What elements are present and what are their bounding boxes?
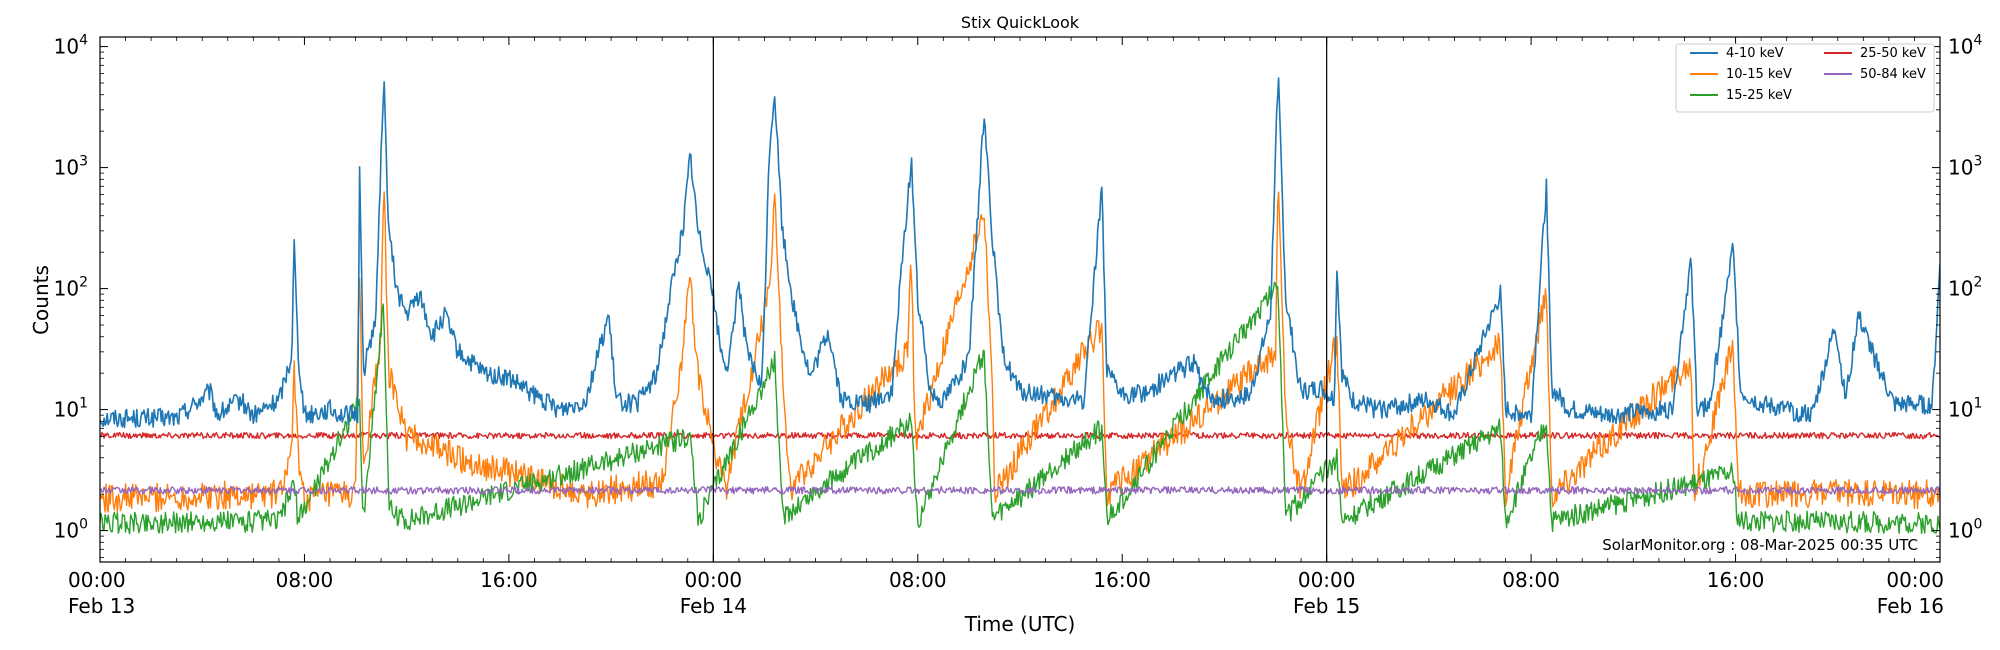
legend-entry: 15-25 keV bbox=[1690, 88, 1792, 103]
legend: 4-10 keV 10-15 keV 15-25 keV 25-50 keV 50-84… bbox=[1675, 43, 1935, 113]
x-tick-label-time: 08:00 bbox=[889, 568, 947, 592]
y-tick-label: 102 bbox=[1948, 275, 1982, 301]
legend-box bbox=[1675, 43, 1935, 113]
x-tick-label-time: 08:00 bbox=[1502, 568, 1560, 592]
x-tick-label-time: 16:00 bbox=[1707, 568, 1765, 592]
x-tick-label-date: Feb 16 bbox=[1877, 594, 1944, 618]
series-line-25-50-kev bbox=[100, 431, 1940, 440]
footer-credit: SolarMonitor.org : 08-Mar-2025 00:35 UTC bbox=[1602, 536, 1918, 554]
legend-entry: 25-50 keV bbox=[1824, 46, 1926, 61]
y-tick-label: 101 bbox=[1948, 396, 1982, 422]
x-tick-label-time: 00:00 bbox=[1298, 568, 1356, 592]
y-tick-label: 104 bbox=[54, 33, 88, 59]
axis-ticks bbox=[99, 37, 1941, 562]
legend-label: 4-10 keV bbox=[1726, 46, 1784, 61]
legend-label: 50-84 keV bbox=[1860, 67, 1926, 82]
x-axis-label: Time (UTC) bbox=[964, 612, 1076, 636]
chart-title: Stix QuickLook bbox=[961, 13, 1080, 32]
x-tick-label-date: Feb 14 bbox=[680, 594, 747, 618]
y-tick-labels: 100 100 101 101 102 102 103 103 104 104 bbox=[54, 33, 1983, 543]
x-tick-label-time: 16:00 bbox=[1093, 568, 1151, 592]
legend-label: 25-50 keV bbox=[1860, 46, 1926, 61]
y-tick-label: 104 bbox=[1948, 33, 1982, 59]
legend-entry: 4-10 keV bbox=[1690, 46, 1784, 61]
x-tick-label-time: 00:00 bbox=[1886, 568, 1944, 592]
y-tick-label: 100 bbox=[1948, 517, 1982, 543]
day-dividers bbox=[712, 37, 1328, 562]
series-line-4-10-kev bbox=[100, 77, 1940, 429]
y-tick-label: 102 bbox=[54, 275, 88, 301]
x-tick-label-date: Feb 15 bbox=[1293, 594, 1360, 618]
series-line-10-15-kev bbox=[100, 191, 1940, 513]
series-line-50-84-kev bbox=[100, 486, 1940, 495]
y-tick-label: 100 bbox=[54, 517, 88, 543]
legend-entry: 10-15 keV bbox=[1690, 67, 1792, 82]
y-axis-label: Counts bbox=[29, 265, 53, 335]
series-line-15-25-kev bbox=[100, 281, 1940, 535]
x-tick-label-time: 08:00 bbox=[276, 568, 334, 592]
x-tick-label-time: 16:00 bbox=[480, 568, 538, 592]
y-tick-label: 103 bbox=[54, 154, 88, 180]
x-tick-label-date: Feb 13 bbox=[68, 594, 135, 618]
y-tick-label: 103 bbox=[1948, 154, 1982, 180]
x-tick-label-time: 00:00 bbox=[68, 568, 126, 592]
legend-label: 10-15 keV bbox=[1726, 67, 1792, 82]
legend-label: 15-25 keV bbox=[1726, 88, 1792, 103]
y-tick-label: 101 bbox=[54, 396, 88, 422]
legend-entry: 50-84 keV bbox=[1824, 67, 1926, 82]
x-tick-label-time: 00:00 bbox=[685, 568, 743, 592]
series-layer bbox=[100, 77, 1940, 535]
